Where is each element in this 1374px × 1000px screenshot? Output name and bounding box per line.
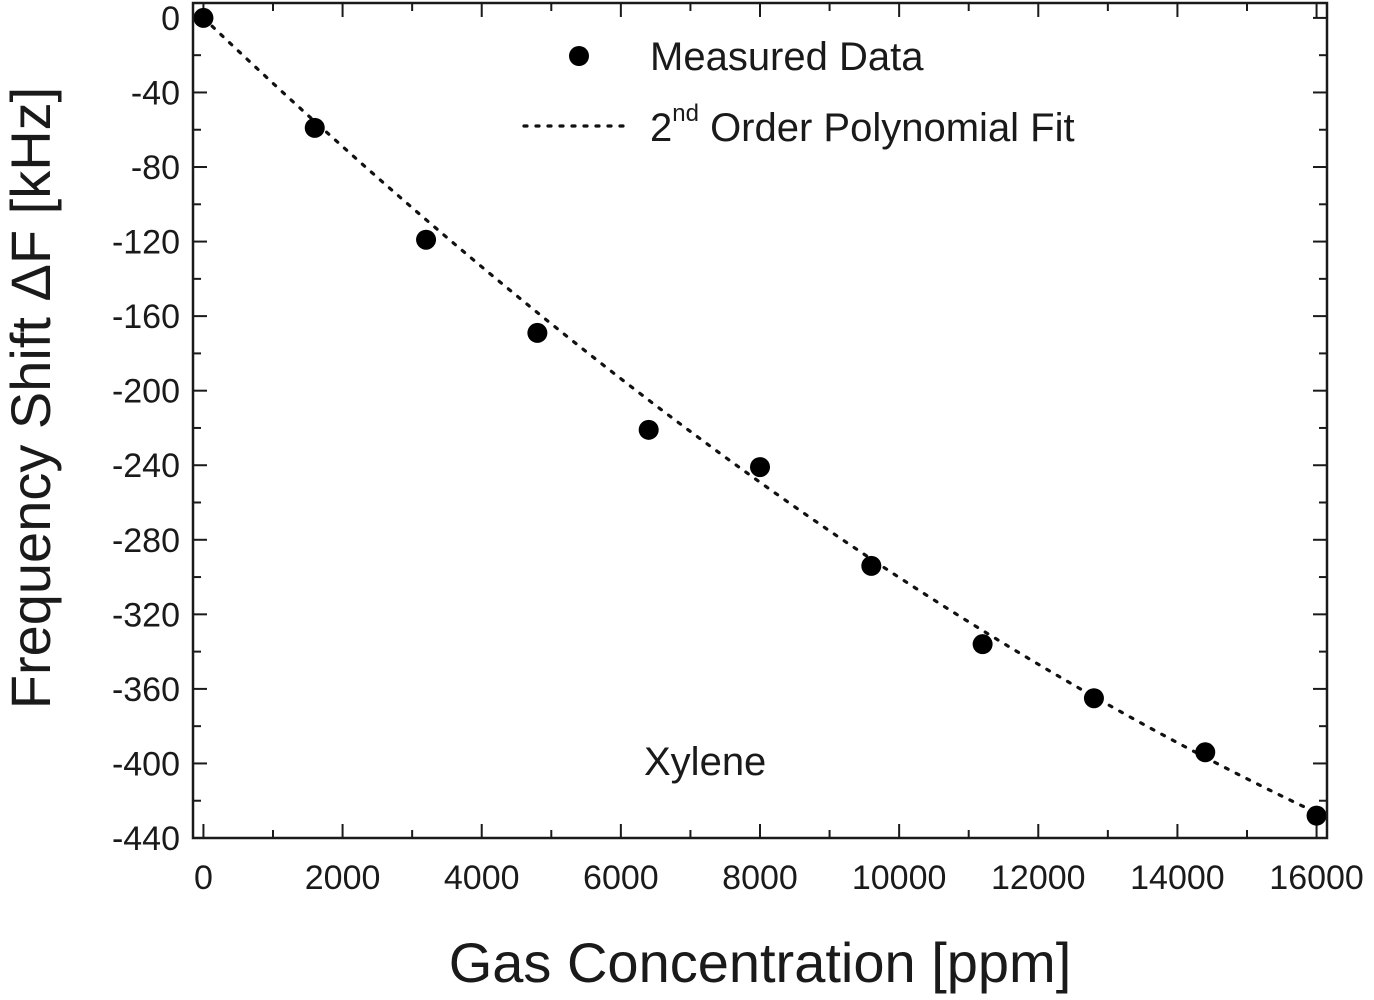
x-axis-title: Gas Concentration [ppm]: [449, 931, 1072, 994]
x-tick-label: 12000: [991, 859, 1086, 897]
legend-label-measured: Measured Data: [650, 35, 924, 79]
y-tick-label: -120: [112, 224, 180, 262]
y-tick-label: -280: [112, 522, 180, 560]
y-tick-label: -240: [112, 447, 180, 485]
data-point: [416, 229, 437, 250]
legend-fit-ordinal: 2: [650, 106, 672, 150]
x-tick-label: 0: [194, 859, 213, 897]
legend-marker-measured: [569, 46, 589, 66]
x-tick-label: 4000: [444, 859, 520, 897]
axis-ticks: [193, 3, 1327, 839]
data-point: [638, 419, 659, 440]
x-tick-label: 16000: [1269, 859, 1364, 897]
data-point: [750, 457, 770, 478]
y-tick-label: -400: [112, 745, 180, 783]
data-point: [1195, 742, 1216, 763]
legend-fit-rest: Order Polynomial Fit: [699, 106, 1075, 150]
legend-label-fit: 2nd Order Polynomial Fit: [650, 100, 1075, 150]
plot-frame: [191, 1, 1329, 840]
data-points: [193, 7, 1327, 826]
x-tick-label: 8000: [722, 859, 798, 897]
y-tick-label: -320: [112, 596, 180, 634]
y-tick-labels: 0 -40 -80 -120 -160 -200 -240 -280 -320 -360 -400 -…: [112, 0, 180, 858]
data-point: [304, 117, 325, 138]
x-tick-label: 2000: [305, 859, 381, 897]
data-point: [972, 634, 993, 655]
y-tick-label: -440: [112, 820, 180, 858]
x-tick-label: 10000: [852, 859, 947, 897]
y-tick-label: 0: [161, 0, 180, 38]
y-tick-label: -200: [112, 373, 180, 411]
y-axis-title: Frequency Shift ΔF [kHz]: [0, 87, 62, 709]
data-point: [861, 555, 882, 576]
y-tick-label: -80: [131, 149, 180, 187]
legend: Measured Data 2nd Order Polynomial Fit: [522, 35, 1075, 150]
y-tick-label: -40: [131, 74, 180, 112]
data-point: [527, 322, 548, 343]
polynomial-fit-line: [201, 16, 1319, 815]
y-tick-label: -360: [112, 671, 180, 709]
data-point: [193, 7, 214, 28]
y-tick-label: -160: [112, 298, 180, 336]
x-tick-label: 14000: [1130, 859, 1225, 897]
annotation-xylene: Xylene: [644, 740, 766, 784]
data-point: [1306, 805, 1327, 826]
legend-fit-superscript: nd: [672, 100, 699, 127]
data-point: [1083, 688, 1104, 709]
x-tick-labels: 0 2000 4000 6000 8000 10000 12000 14000 16000: [194, 859, 1364, 897]
x-tick-label: 6000: [583, 859, 659, 897]
